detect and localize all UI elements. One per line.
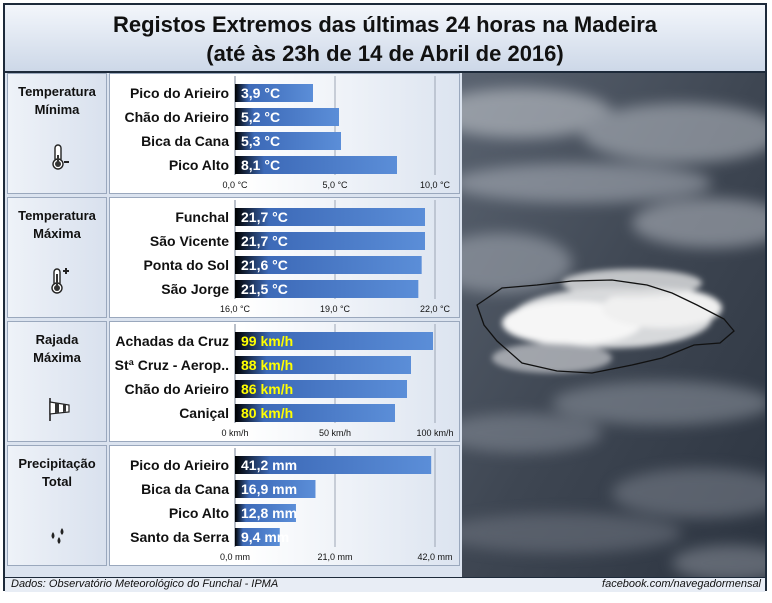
value-label: 86 km/h [241,381,293,397]
category-label-line2: Máxima [33,226,81,241]
bar [235,132,341,150]
tick-label: 100 km/h [416,428,453,438]
tick-label: 50 km/h [319,428,351,438]
bar [235,356,411,374]
value-label: 9,4 mm [241,529,289,545]
value-label: 5,2 °C [241,109,280,125]
value-label: 88 km/h [241,357,293,373]
tick-label: 0 km/h [221,428,248,438]
tick-label: 21,0 mm [317,552,352,562]
value-label: 21,7 °C [241,233,288,249]
value-label: 16,9 mm [241,481,297,497]
chart-box: 0,0 °C 5,0 °C 10,0 °C Pico do Arieiro 3,9 °C… [109,73,460,194]
category-label: Chão do Arieiro [125,381,230,397]
tick-label: 42,0 mm [417,552,452,562]
thermometer-minus-icon [52,144,69,170]
category-label: Ponta do Sol [143,257,229,273]
bar [235,332,433,350]
tick-label: 16,0 °C [220,304,251,314]
category-label: Bica da Cana [141,133,229,149]
tick-label: 10,0 °C [420,180,451,190]
thermometer-plus-icon [51,268,69,294]
category-label-box: Precipitação Total [7,445,107,566]
bar [235,404,395,422]
category-label: Stª Cruz - Aerop.. [115,357,229,373]
category-label: São Jorge [161,281,229,297]
category-label: Chão do Arieiro [125,109,230,125]
title-banner: Registos Extremos das últimas 24 horas n… [5,5,765,73]
category-label-line1: Temperatura [18,84,96,99]
chart-box: 16,0 °C 19,0 °C 22,0 °C Funchal 21,7 °C São V… [109,197,460,318]
value-label: 80 km/h [241,405,293,421]
bar [235,504,296,522]
category-label: Pico Alto [169,505,229,521]
bar [235,528,280,546]
bar [235,280,419,298]
facebook-credit: facebook.com/navegadormensal [602,578,761,590]
bar [235,84,313,102]
value-label: 41,2 mm [241,457,297,473]
category-label-line2: Mínima [34,102,80,117]
category-label-line1: Precipitação [18,456,96,471]
madeira-satellite-image [462,73,765,579]
chart-precipitacao-total: 0,0 mm 21,0 mm 42,0 mm Pico do Arieiro 41,2 … [130,448,453,562]
bar [235,156,397,174]
value-label: 12,8 mm [241,505,297,521]
bar [235,256,422,274]
chart-rajada-maxima: 0 km/h 50 km/h 100 km/h Achadas da Cruz 99 k… [115,324,454,438]
windsock-icon [49,398,70,421]
bar [235,232,425,250]
category-label: Pico do Arieiro [130,85,229,101]
value-label: 5,3 °C [241,133,280,149]
chart-temperatura-minima: 0,0 °C 5,0 °C 10,0 °C Pico do Arieiro 3,9 °C… [125,76,451,190]
value-label: 21,5 °C [241,281,288,297]
chart-temperatura-maxima: 16,0 °C 19,0 °C 22,0 °C Funchal 21,7 °C São V… [143,200,451,314]
category-label-box: Rajada Máxima [7,321,107,442]
title-line-2: (até às 23h de 14 de Abril de 2016) [206,41,564,66]
category-label-box: Temperatura Máxima [7,197,107,318]
category-label: Caniçal [179,405,229,421]
tick-label: 19,0 °C [320,304,351,314]
category-label: Pico do Arieiro [130,457,229,473]
panel-rajada-maxima: Rajada Máxima 0 km/h 50 km/h 100 km/h Achad… [7,321,460,442]
tick-label: 0,0 mm [220,552,250,562]
category-label: Pico Alto [169,157,229,173]
category-label: Achadas da Cruz [115,333,229,349]
bar [235,456,432,474]
bar [235,208,425,226]
chart-box: 0 km/h 50 km/h 100 km/h Achadas da Cruz 99 k… [109,321,460,442]
bar [235,380,407,398]
category-label: Bica da Cana [141,481,229,497]
footer-bar: Dados: Observatório Meteorológico do Fun… [5,577,765,592]
infographic-frame: Registos Extremos das últimas 24 horas n… [3,3,767,592]
bar [235,108,339,126]
title-line-1: Registos Extremos das últimas 24 horas n… [112,12,658,37]
category-label-line2: Máxima [33,350,81,365]
value-label: 21,6 °C [241,257,288,273]
panel-precipitacao-total: Precipitação Total 0,0 mm 21,0 mm 42,0 mm P… [7,445,460,566]
value-label: 8,1 °C [241,157,280,173]
value-label: 99 km/h [241,333,293,349]
panel-temperatura-minima: Temperatura Mínima 0,0 °C 5,0 °C 10,0 °C Pi… [7,73,460,194]
category-label-line2: Total [41,474,73,489]
category-label: Santo da Serra [130,529,229,545]
category-label-line1: Rajada [35,332,79,347]
category-label: São Vicente [150,233,229,249]
chart-box: 0,0 mm 21,0 mm 42,0 mm Pico do Arieiro 41,2 … [109,445,460,566]
category-label-box: Temperatura Mínima [7,73,107,194]
category-label: Funchal [175,209,229,225]
bar [235,480,316,498]
raindrops-icon [51,528,64,544]
tick-label: 22,0 °C [420,304,451,314]
tick-label: 0,0 °C [222,180,248,190]
data-source: Dados: Observatório Meteorológico do Fun… [11,578,279,590]
tick-label: 5,0 °C [322,180,348,190]
value-label: 21,7 °C [241,209,288,225]
category-label-line1: Temperatura [18,208,96,223]
value-label: 3,9 °C [241,85,280,101]
panel-temperatura-maxima: Temperatura Máxima 16,0 °C 19,0 °C 22,0 °C… [7,197,460,318]
